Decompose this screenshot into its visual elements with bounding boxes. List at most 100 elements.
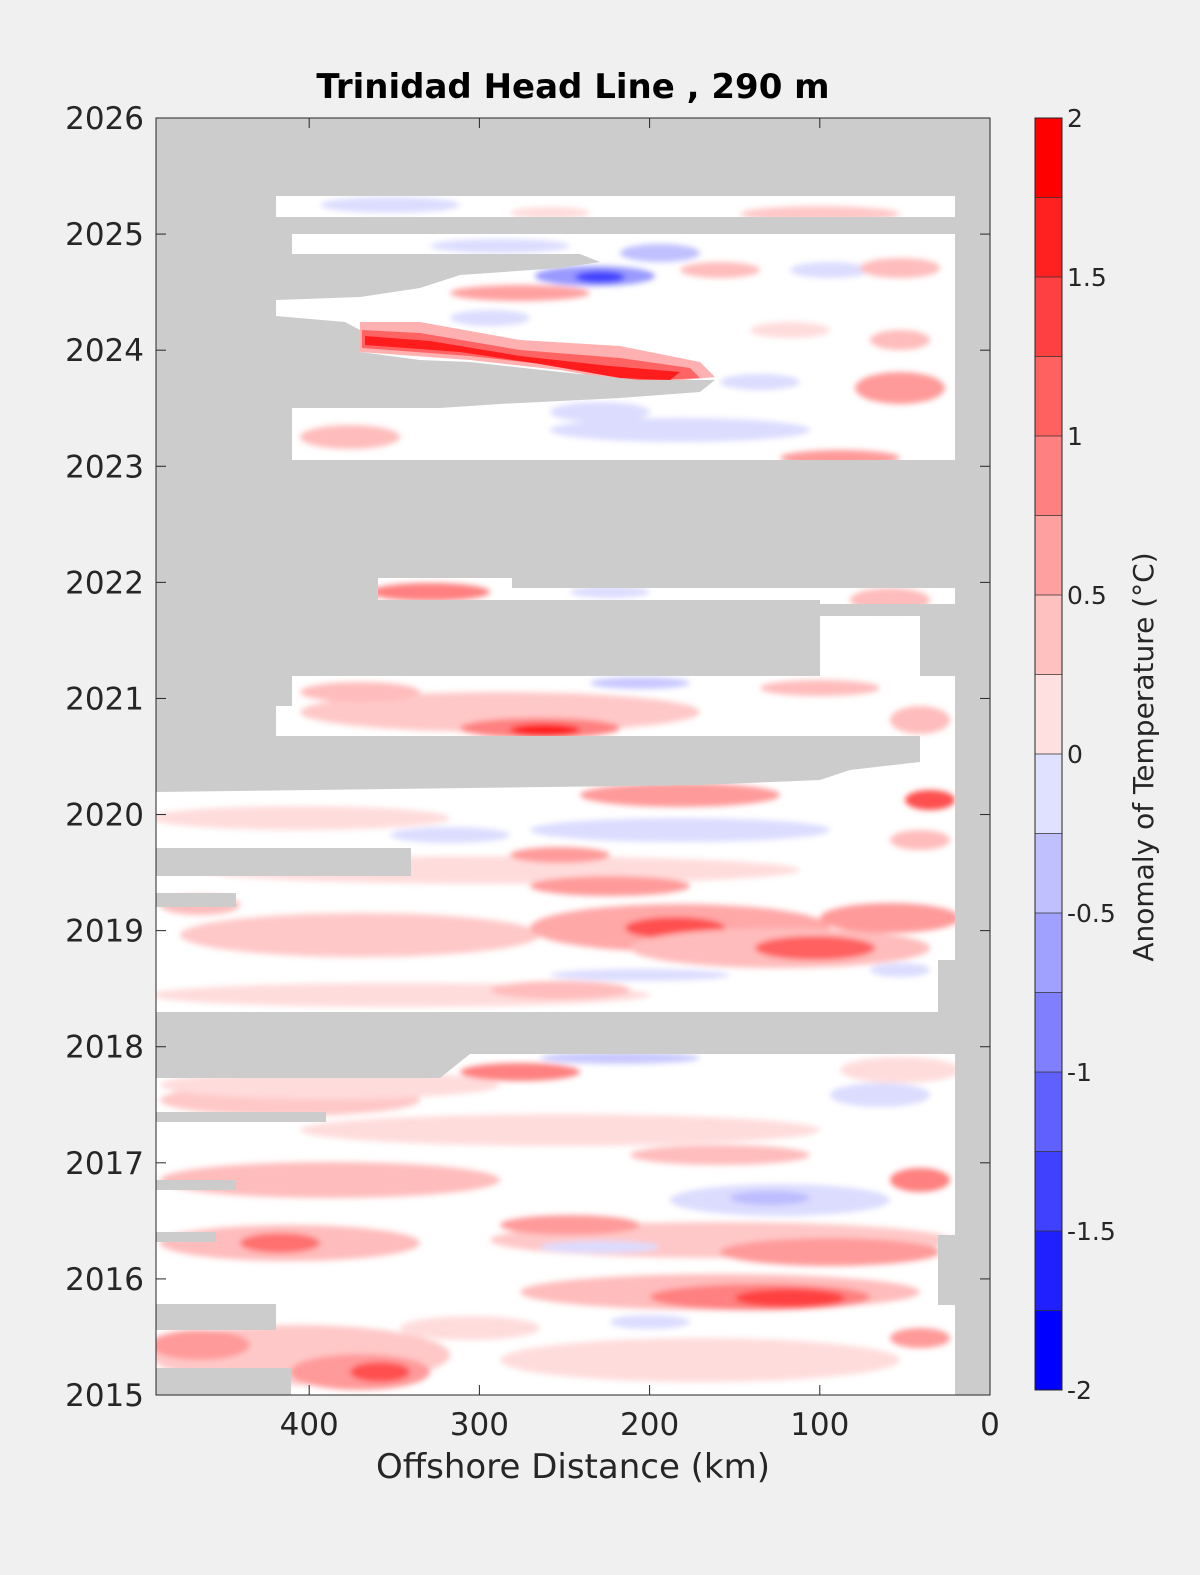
y-tick-label: 2022 — [65, 565, 144, 601]
anomaly-patch — [450, 285, 590, 301]
missing-region — [276, 254, 600, 300]
missing-region — [938, 1235, 956, 1305]
missing-region — [156, 893, 236, 907]
anomaly-patch — [460, 1063, 580, 1081]
colorbar-tick-label: 2 — [1067, 104, 1083, 133]
colorbar-bin — [1035, 833, 1062, 913]
colorbar-bin — [1035, 515, 1062, 595]
colorbar-tick-label: -0.5 — [1067, 899, 1116, 928]
y-tick-label: 2024 — [65, 333, 144, 369]
missing-region — [820, 604, 990, 616]
missing-region — [156, 1180, 236, 1190]
anomaly-patch — [890, 706, 950, 734]
missing-region — [938, 960, 956, 1014]
anomaly-patch — [730, 1191, 810, 1205]
anomaly-patch — [720, 374, 800, 390]
colorbar-bin — [1035, 197, 1062, 277]
y-tick-label: 2019 — [65, 914, 144, 950]
missing-region — [156, 578, 378, 600]
missing-region — [156, 1368, 291, 1395]
missing-region — [276, 217, 956, 234]
missing-region — [156, 736, 920, 792]
colorbar-frame — [1034, 117, 1063, 1391]
y-tick-label: 2018 — [65, 1030, 144, 1066]
anomaly-patch — [510, 724, 580, 736]
y-axis: 2015 2016 2017 2018 2019 2020 2021 2022 2023 2024… — [65, 101, 990, 1414]
warm-streak-2024 — [360, 322, 715, 384]
missing-region — [156, 706, 276, 736]
anomaly-patch — [240, 1233, 320, 1253]
anomaly-patch — [390, 827, 510, 843]
missing-region — [156, 118, 276, 463]
anomaly-patch — [510, 207, 590, 219]
anomaly-patch — [870, 963, 930, 977]
colorbar-tick-label: 1 — [1067, 422, 1083, 451]
anomaly-patch — [905, 790, 955, 810]
missing-region — [156, 196, 276, 212]
x-tick-label: 300 — [450, 1407, 509, 1443]
y-tick-label: 2025 — [65, 217, 144, 253]
plot-area — [156, 118, 990, 1395]
anomaly-patch — [860, 258, 940, 278]
missing-region — [156, 848, 411, 876]
colorbar-label: Anomaly of Temperature (°C) — [1127, 552, 1160, 961]
anomaly-patch — [575, 271, 625, 283]
anomaly-patch — [760, 680, 880, 696]
anomaly-patch — [300, 1114, 820, 1146]
anomaly-patch — [540, 1052, 700, 1064]
missing-region — [156, 118, 990, 196]
y-tick-label: 2015 — [65, 1378, 144, 1414]
y-tick-label: 2023 — [65, 449, 144, 485]
colorbar-tick-label: 0 — [1067, 740, 1083, 769]
anomaly-patch — [620, 244, 700, 262]
anomaly-patch — [430, 239, 570, 253]
anomaly-patch — [570, 586, 650, 598]
colorbar-bin — [1035, 356, 1062, 436]
anomaly-patch — [320, 197, 460, 213]
anomaly-patch — [500, 1215, 640, 1235]
axes-box — [155, 117, 991, 1396]
anomaly-patch — [540, 1241, 660, 1253]
anomaly-patch — [855, 372, 945, 404]
missing-data — [156, 118, 990, 1395]
anomaly-patch — [370, 583, 490, 601]
missing-region — [955, 118, 990, 1395]
colorbar-tick-label: -1 — [1067, 1058, 1092, 1087]
missing-region — [156, 1304, 276, 1330]
anomaly-patch — [450, 310, 530, 326]
x-tick-label: 0 — [980, 1407, 1000, 1443]
anomaly-patch — [180, 913, 540, 957]
anomaly-patch — [630, 1145, 810, 1165]
y-tick-label: 2021 — [65, 681, 144, 717]
missing-region — [920, 616, 990, 676]
colorbar-tick-label: 0.5 — [1067, 581, 1107, 610]
colorbar-tick-label: -2 — [1067, 1376, 1092, 1405]
anomaly-patch — [530, 818, 830, 842]
anomaly-patch — [790, 262, 870, 278]
colorbar-bin — [1035, 595, 1062, 675]
x-axis-label: Offshore Distance (km) — [376, 1447, 770, 1487]
anomaly-patch — [580, 783, 780, 807]
missing-region — [156, 460, 990, 578]
colorbar-bin — [1035, 1072, 1062, 1152]
missing-region — [156, 1232, 216, 1242]
missing-region — [258, 408, 292, 436]
anomaly-patch — [755, 936, 875, 960]
anomaly-patch — [490, 981, 630, 999]
anomaly-patch — [530, 876, 690, 896]
colorbar-bin — [1035, 674, 1062, 754]
x-tick-label: 200 — [620, 1407, 679, 1443]
x-tick-label: 100 — [790, 1407, 849, 1443]
anomaly-patch — [500, 1338, 900, 1382]
anomaly-patch — [510, 847, 610, 863]
anomaly-patch — [735, 1289, 845, 1307]
anomaly-patch — [750, 322, 830, 338]
y-tick-label: 2026 — [65, 101, 144, 137]
anomaly-patch — [156, 1330, 250, 1360]
chart-title: Trinidad Head Line , 290 m — [316, 67, 829, 107]
streak-core — [365, 336, 680, 380]
anomaly-patch — [890, 1328, 950, 1348]
missing-region — [512, 578, 990, 588]
anomaly-patch — [550, 969, 730, 981]
missing-region — [156, 1112, 326, 1122]
